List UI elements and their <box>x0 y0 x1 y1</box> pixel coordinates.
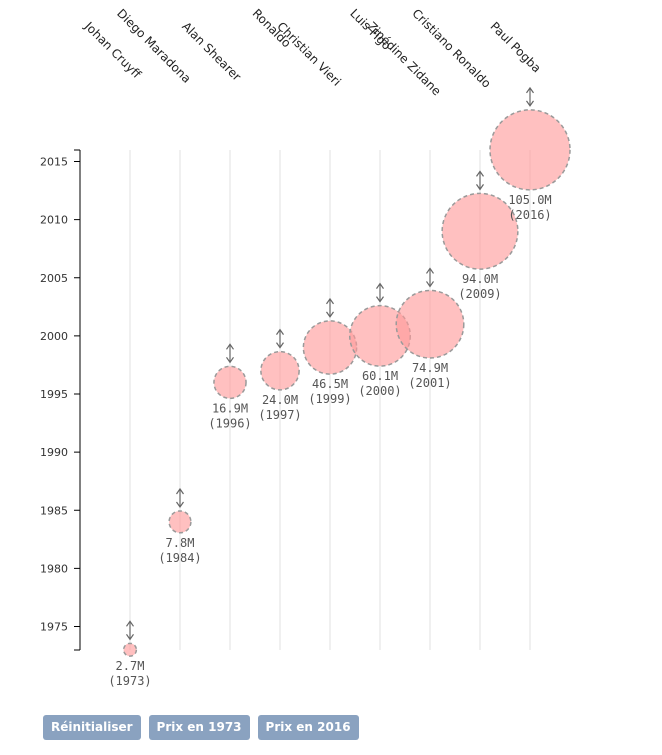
player-name-label: Christian Vieri <box>274 19 343 88</box>
bubble[interactable] <box>395 289 465 359</box>
bubble[interactable] <box>260 350 300 391</box>
arrow-down-icon[interactable] <box>226 356 234 364</box>
arrow-down-icon[interactable] <box>526 100 534 107</box>
y-tick-label: 2010 <box>40 214 68 227</box>
year-label: (1997) <box>258 408 301 422</box>
arrow-down-icon[interactable] <box>326 311 334 318</box>
price-2016-button[interactable]: Prix en 2016 <box>257 715 359 740</box>
arrow-down-icon[interactable] <box>276 342 284 349</box>
year-label: (2001) <box>408 376 451 390</box>
bubble[interactable] <box>441 192 519 270</box>
value-label: 2.7M <box>116 659 145 673</box>
player-name-label: Diego Maradona <box>114 6 194 86</box>
arrow-up-icon[interactable] <box>226 343 234 350</box>
reset-button[interactable]: Réinitialiser <box>43 715 141 740</box>
transfer-bubble-chart: 1975 1980 1985 1990 1995 2000 2005 2010 2015 2.7… <box>40 6 571 688</box>
year-label: (2000) <box>358 384 401 398</box>
bubble[interactable] <box>302 320 358 375</box>
arrow-up-icon[interactable] <box>176 487 184 495</box>
year-label: (2009) <box>458 287 501 301</box>
value-label: 105.0M <box>508 193 551 207</box>
arrow-up-icon[interactable] <box>376 282 384 289</box>
bubble[interactable] <box>213 365 247 400</box>
arrow-up-icon[interactable] <box>126 620 134 627</box>
year-label: (1984) <box>158 551 201 565</box>
bubble-group[interactable]: 74.9M(2001) <box>395 267 465 390</box>
arrow-up-icon[interactable] <box>476 170 484 177</box>
arrow-down-icon[interactable] <box>376 296 384 303</box>
arrow-down-icon[interactable] <box>126 633 134 641</box>
y-tick-label: 1990 <box>40 446 68 459</box>
y-tick-label: 1980 <box>40 562 68 575</box>
arrow-up-icon[interactable] <box>276 328 284 335</box>
bubble-group[interactable]: 7.8M(1984) <box>158 487 202 565</box>
y-tick-label: 1975 <box>40 621 68 634</box>
y-tick-label: 2000 <box>40 330 68 343</box>
arrow-up-icon[interactable] <box>526 86 534 94</box>
bubble-group[interactable]: 2.7M(1973) <box>108 620 152 688</box>
arrow-up-icon[interactable] <box>326 297 334 305</box>
value-label: 24.0M <box>262 393 298 407</box>
bubbles: 2.7M(1973)7.8M(1984)16.9M(1996)24.0M(199… <box>108 86 571 688</box>
y-tick-label: 1995 <box>40 388 68 401</box>
y-tick-label: 2005 <box>40 272 68 285</box>
price-1973-button[interactable]: Prix en 1973 <box>148 715 250 740</box>
value-label: 46.5M <box>312 377 348 391</box>
arrow-up-icon[interactable] <box>426 267 434 274</box>
button-bar: Réinitialiser Prix en 1973 Prix en 2016 <box>43 715 359 740</box>
bubble-group[interactable]: 24.0M(1997) <box>258 328 302 422</box>
bubble-group[interactable]: 46.5M(1999) <box>302 297 358 406</box>
bubble[interactable] <box>168 510 192 534</box>
bubble-group[interactable]: 105.0M(2016) <box>489 86 571 222</box>
year-label: (2016) <box>508 208 551 222</box>
arrow-down-icon[interactable] <box>476 184 484 191</box>
value-label: 94.0M <box>462 272 498 286</box>
vertical-gridlines <box>129 150 531 650</box>
y-tick-label: 1985 <box>40 504 68 517</box>
y-axis: 1975 1980 1985 1990 1995 2000 2005 2010 2015 <box>40 149 81 651</box>
bubble-group[interactable]: 94.0M(2009) <box>441 170 519 301</box>
bubble-group[interactable]: 60.1M(2000) <box>348 282 412 399</box>
year-label: (1973) <box>108 674 151 688</box>
player-name-label: Paul Pogba <box>488 19 544 75</box>
bubble-group[interactable]: 16.9M(1996) <box>208 343 252 430</box>
y-tick-label: 2015 <box>40 156 68 169</box>
value-label: 60.1M <box>362 369 398 383</box>
year-label: (1996) <box>208 416 251 430</box>
arrow-down-icon[interactable] <box>426 281 434 288</box>
arrow-down-icon[interactable] <box>176 501 184 509</box>
value-label: 16.9M <box>212 401 248 415</box>
bubble[interactable] <box>489 109 571 191</box>
bubble[interactable] <box>122 642 138 657</box>
value-label: 7.8M <box>166 536 195 550</box>
year-label: (1999) <box>308 392 351 406</box>
value-label: 74.9M <box>412 361 448 375</box>
